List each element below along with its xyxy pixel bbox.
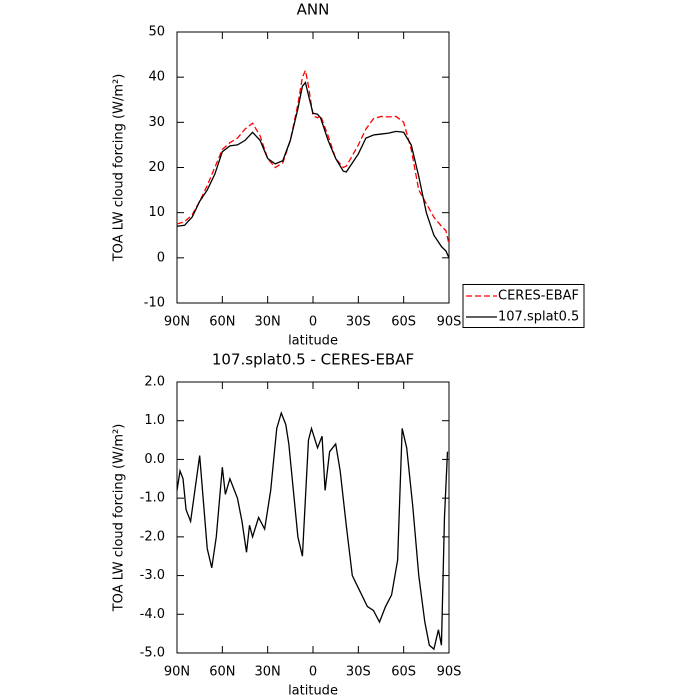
y-tick-label: 0.0 [144, 452, 165, 467]
data-line [176, 81, 450, 259]
y-tick-label: -1.0 [140, 491, 165, 506]
y-tick-label: 0 [157, 250, 165, 265]
x-tick-label: 0 [309, 665, 317, 680]
y-axis-label: TOA LW cloud forcing (W/m²) [112, 74, 127, 263]
x-axis-label: latitude [288, 334, 338, 349]
y-tick-label: 50 [148, 25, 165, 40]
y-tick-label: 30 [148, 115, 165, 130]
x-tick-label: 60S [391, 315, 416, 330]
x-tick-label: 90N [164, 315, 190, 330]
data-line [176, 410, 449, 651]
legend-label: CERES-EBAF [498, 289, 579, 304]
y-axis-label: TOA LW cloud forcing (W/m²) [112, 424, 127, 613]
legend-box [462, 284, 585, 328]
x-tick-label: 90N [164, 665, 190, 680]
x-axis-label: latitude [288, 684, 338, 699]
x-tick-label: 30N [255, 315, 281, 330]
data-line [176, 68, 450, 245]
y-tick-label: 40 [148, 70, 165, 85]
x-tick-label: 90S [437, 665, 462, 680]
x-tick-label: 30N [255, 665, 281, 680]
y-tick-label: -5.0 [140, 646, 165, 661]
chart-title: 107.splat0.5 - CERES-EBAF [212, 351, 414, 369]
x-tick-label: 60N [209, 315, 235, 330]
x-tick-label: 30S [346, 315, 371, 330]
x-tick-label: 60S [391, 665, 416, 680]
x-tick-label: 90S [437, 315, 462, 330]
y-tick-label: -4.0 [140, 607, 165, 622]
y-tick-label: -10 [144, 296, 165, 311]
plot-frame [176, 31, 450, 304]
legend-label: 107.splat0.5 [498, 310, 579, 325]
y-tick-label: 10 [148, 205, 165, 220]
y-tick-label: 1.0 [144, 413, 165, 428]
x-tick-label: 30S [346, 665, 371, 680]
y-tick-label: 20 [148, 160, 165, 175]
y-tick-label: -2.0 [140, 529, 165, 544]
x-tick-label: 60N [209, 665, 235, 680]
x-tick-label: 0 [309, 315, 317, 330]
chart-title: ANN [297, 1, 330, 19]
y-tick-label: 2.0 [144, 375, 165, 390]
y-tick-label: -3.0 [140, 568, 165, 583]
